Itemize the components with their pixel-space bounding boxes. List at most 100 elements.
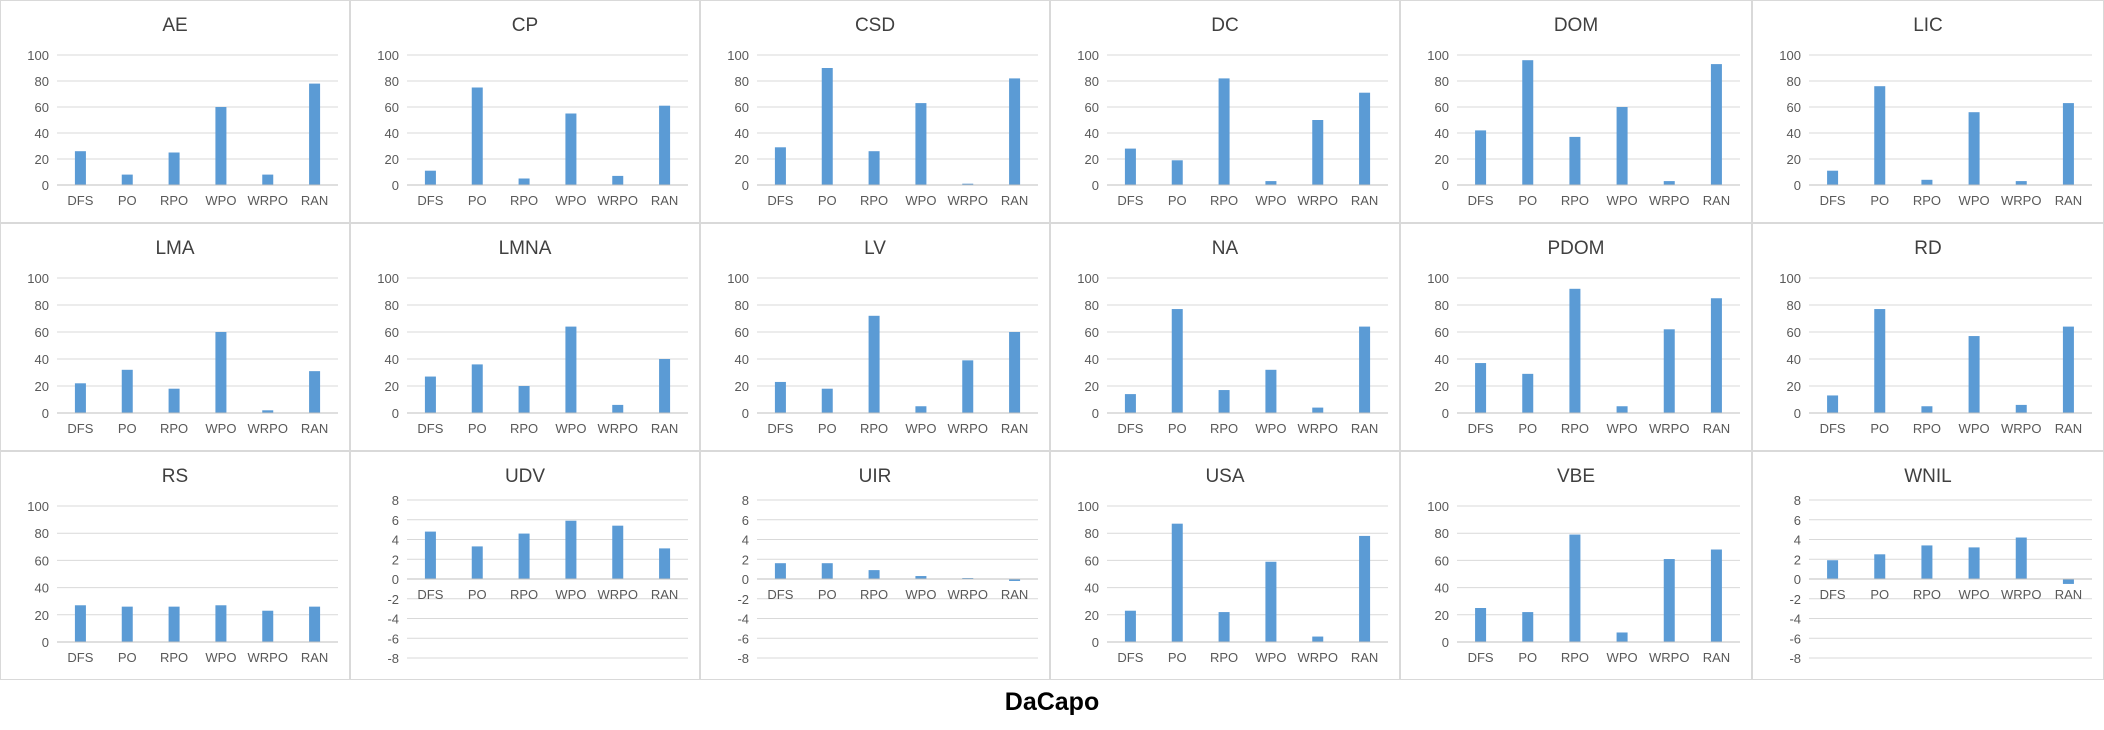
y-tick-label: 20 <box>735 152 749 167</box>
y-tick-label: 80 <box>735 298 749 313</box>
y-tick-label: -8 <box>1789 651 1801 666</box>
bar-rpo <box>168 152 180 185</box>
x-tick-label: PO <box>818 421 837 436</box>
bar-chart-usa: 0 20 40 60 80 100 DFS PO RPO WPO WRPO RAN <box>1077 499 1388 665</box>
bar-wpo <box>215 605 227 642</box>
y-tick-label: 60 <box>35 553 49 568</box>
y-tick-label: 80 <box>1787 74 1801 89</box>
y-tick-label: 6 <box>1794 513 1801 528</box>
chart-title: RS <box>161 466 189 487</box>
y-tick-label: 0 <box>1794 178 1801 193</box>
y-tick-label: 100 <box>377 271 399 286</box>
x-tick-label: DFS <box>1820 587 1846 602</box>
x-tick-label: DFS <box>67 421 93 436</box>
bar-chart-rd: 0 20 40 60 80 100 DFS PO RPO WPO WRPO RAN <box>1779 271 2092 436</box>
x-tick-label: WPO <box>1255 421 1286 436</box>
x-tick-label: RAN <box>1703 193 1730 208</box>
y-tick-label: 100 <box>1077 48 1099 63</box>
bar-dfs <box>74 605 86 642</box>
x-tick-label: RPO <box>1913 421 1941 436</box>
x-tick-label: WRPO <box>948 587 988 602</box>
bar-chart-vbe: 0 20 40 60 80 100 DFS PO RPO WPO WRPO RAN <box>1427 499 1740 665</box>
bar-rpo <box>518 533 530 579</box>
bar-po <box>1874 554 1886 579</box>
bar-dfs <box>1827 170 1839 185</box>
y-tick-label: 80 <box>1085 526 1099 541</box>
y-tick-label: 80 <box>1435 526 1449 541</box>
chart-title: VBE <box>1556 466 1596 487</box>
x-tick-label: PO <box>1870 193 1889 208</box>
y-tick-label: 100 <box>1779 271 1801 286</box>
bar-chart-dom: 0 20 40 60 80 100 DFS PO RPO WPO WRPO RAN <box>1427 48 1740 208</box>
bar-rpo <box>518 178 530 185</box>
bar-rpo <box>1569 534 1581 642</box>
x-tick-label: DFS <box>767 421 793 436</box>
bar-wrpo <box>612 175 624 185</box>
x-tick-label: RPO <box>1210 421 1238 436</box>
x-tick-label: DFS <box>767 587 793 602</box>
bar-po <box>471 546 483 579</box>
chart-title: DOM <box>1553 15 1599 36</box>
bar-dfs <box>774 563 786 579</box>
figure-caption: DaCapo <box>1004 688 1100 716</box>
bar-chart-ae: 0 20 40 60 80 100 DFS PO RPO WPO WRPO RAN <box>27 48 338 208</box>
x-tick-label: RPO <box>1210 650 1238 665</box>
bar-wpo <box>565 326 577 413</box>
x-tick-label: WPO <box>1607 193 1638 208</box>
y-tick-label: 40 <box>1787 352 1801 367</box>
y-tick-label: -6 <box>1789 631 1801 646</box>
y-tick-label: 40 <box>1435 581 1449 596</box>
x-tick-label: RAN <box>651 421 678 436</box>
x-tick-label: RAN <box>1703 421 1730 436</box>
y-tick-label: 40 <box>1085 126 1099 141</box>
chart-panel-wnil: WNIL -8 -6 -4 -2 0 2 4 6 8 DFS PO RPO WPO WRPO RAN <box>1752 451 2104 680</box>
x-tick-label: WPO <box>905 587 936 602</box>
chart-title: CSD <box>854 15 896 36</box>
chart-panel-lv: LV 0 20 40 60 80 100 DFS PO RPO WPO WRPO RAN <box>700 223 1050 451</box>
x-tick-label: RAN <box>1351 193 1378 208</box>
chart-panel-rs: RS 0 20 40 60 80 100 DFS PO RPO WPO WRPO RAN <box>0 451 350 680</box>
y-tick-label: -4 <box>737 612 749 627</box>
x-tick-label: DFS <box>1468 421 1494 436</box>
chart-panel-uir: UIR -8 -6 -4 -2 0 2 4 6 8 DFS PO RPO WPO WRPO RAN <box>700 451 1050 680</box>
y-tick-label: 0 <box>392 406 399 421</box>
y-tick-label: 20 <box>385 379 399 394</box>
x-tick-label: WRPO <box>948 421 988 436</box>
bar-chart-lic: 0 20 40 60 80 100 DFS PO RPO WPO WRPO RAN <box>1779 48 2092 208</box>
x-tick-label: RPO <box>160 421 188 436</box>
chart-panel-lma: LMA 0 20 40 60 80 100 DFS PO RPO WPO WRPO RAN <box>0 223 350 451</box>
bar-rpo <box>518 386 530 413</box>
y-tick-label: 40 <box>1085 581 1099 596</box>
x-tick-label: RAN <box>2055 193 2082 208</box>
chart-panel-na: NA 0 20 40 60 80 100 DFS PO RPO WPO WRPO RAN <box>1050 223 1400 451</box>
y-tick-label: 0 <box>42 406 49 421</box>
x-tick-label: WRPO <box>248 650 288 665</box>
x-tick-label: PO <box>1518 193 1537 208</box>
bar-po <box>1874 309 1886 413</box>
bar-ran <box>309 371 321 413</box>
chart-panel-usa: USA 0 20 40 60 80 100 DFS PO RPO WPO WRPO RAN <box>1050 451 1400 680</box>
y-tick-label: -4 <box>387 612 399 627</box>
bar-wrpo <box>1663 329 1675 413</box>
y-tick-label: 20 <box>1435 608 1449 623</box>
bar-ran <box>1009 579 1021 581</box>
x-tick-label: PO <box>1870 587 1889 602</box>
x-tick-label: WPO <box>1607 421 1638 436</box>
y-tick-label: 80 <box>1085 298 1099 313</box>
bar-rpo <box>1569 288 1581 413</box>
y-tick-label: 100 <box>1779 48 1801 63</box>
bar-wpo <box>215 332 227 413</box>
x-tick-label: WPO <box>1959 421 1990 436</box>
bar-rpo <box>1218 612 1230 642</box>
y-tick-label: 0 <box>42 178 49 193</box>
x-tick-label: WRPO <box>1298 421 1338 436</box>
y-tick-label: 40 <box>35 352 49 367</box>
y-tick-label: 2 <box>742 552 749 567</box>
bar-ran <box>1359 326 1371 413</box>
bar-po <box>471 364 483 413</box>
y-tick-label: 60 <box>35 100 49 115</box>
bar-po <box>821 563 833 579</box>
bar-dfs <box>1124 610 1136 642</box>
chart-title: RD <box>1914 238 1942 259</box>
y-tick-label: 40 <box>735 352 749 367</box>
